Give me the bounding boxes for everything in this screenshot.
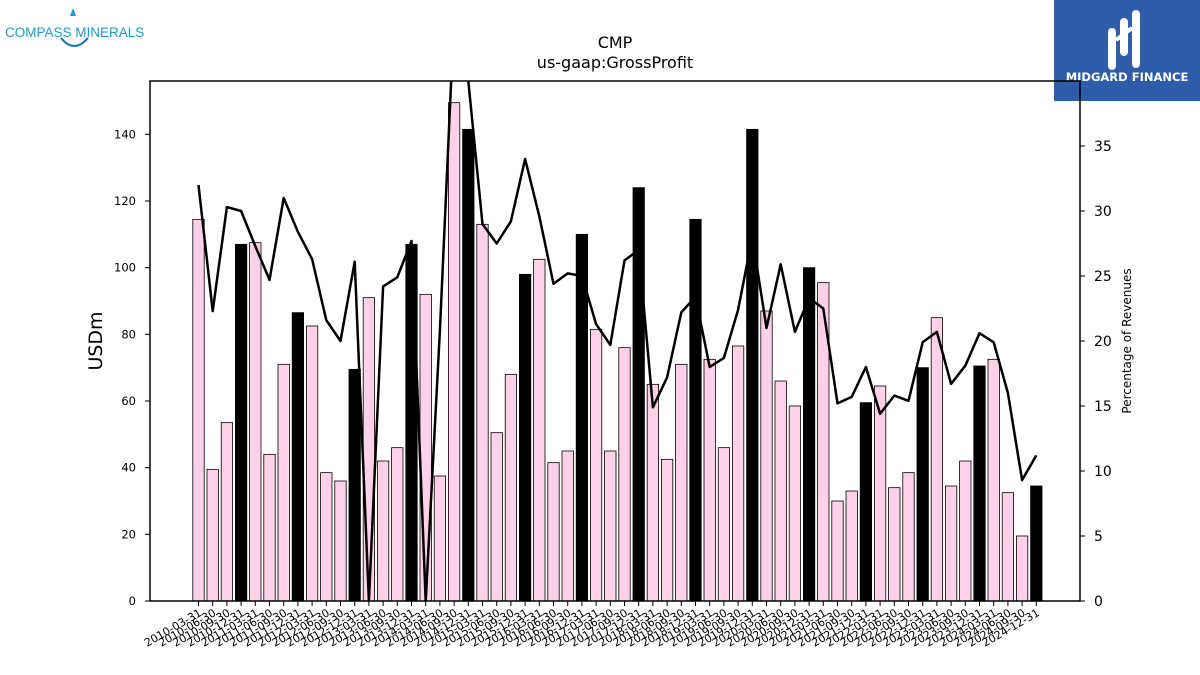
bar-quarter: [590, 328, 603, 602]
chart-title: CMP: [598, 33, 633, 52]
bar-annual: [1030, 485, 1043, 602]
bar-quarter: [959, 460, 972, 602]
bar-quarter: [277, 363, 290, 602]
bar-quarter: [732, 345, 745, 602]
percentage-line: [197, 81, 1038, 601]
chart-subtitle: us-gaap:GrossProfit: [537, 53, 693, 72]
y2-tick-label: 25: [1094, 269, 1112, 285]
bar-quarter: [646, 383, 660, 602]
midgard-finance-logo: MIDGARD FINANCE: [1054, 0, 1200, 101]
brand-right-name: MIDGARD FINANCE: [1066, 70, 1189, 84]
bar-quarter: [447, 102, 461, 602]
bar-quarter: [930, 317, 944, 602]
y-tick-label: 60: [121, 394, 136, 408]
bar-annual: [689, 218, 702, 602]
bar-quarter: [419, 293, 432, 602]
bar-quarter: [391, 447, 404, 602]
plot-frame: [149, 80, 1081, 602]
bar-annual: [859, 402, 873, 602]
y2-tick-label: 20: [1094, 334, 1112, 350]
percentage-line-group: [197, 81, 1038, 601]
bar-quarter: [774, 380, 787, 602]
bar-quarter: [831, 500, 844, 602]
bar-annual: [916, 367, 929, 602]
bar-quarter: [1001, 492, 1015, 602]
y2-tick-label: 0: [1094, 594, 1103, 610]
compass-icon: COMPASS MINERALS: [5, 8, 144, 47]
y-tick-label: 20: [121, 527, 136, 541]
bar-quarter: [788, 405, 802, 602]
y-axis-label: USDm: [85, 311, 107, 370]
bar-annual: [405, 243, 418, 602]
bar-quarter: [717, 447, 731, 602]
y2-tick-label: 30: [1094, 204, 1112, 220]
bar-quarter: [433, 475, 447, 602]
y2-tick-label: 5: [1094, 529, 1103, 545]
bar-quarter: [675, 363, 688, 602]
y-tick-label: 0: [129, 594, 136, 608]
bar-quarter: [561, 450, 574, 602]
bar-quarter: [760, 310, 773, 602]
bar-quarter: [661, 458, 674, 602]
bar-annual: [291, 312, 305, 602]
x-ticks: 2010-03-312010-06-302010-09-302010-12-31…: [142, 601, 1042, 650]
bar-quarter: [1016, 535, 1029, 602]
bar-quarter: [703, 358, 716, 602]
y2-tick-label: 15: [1094, 399, 1112, 415]
y2-tick-label: 10: [1094, 464, 1112, 480]
bar-quarter: [987, 358, 1000, 602]
bar-quarter: [604, 450, 617, 602]
brand-left-name: COMPASS MINERALS: [5, 25, 144, 40]
bar-quarter: [206, 468, 219, 602]
bar-quarter: [533, 258, 546, 602]
y2-ticks: 0 5 10 15 20 25 30 35: [1080, 139, 1112, 610]
bar-quarter: [618, 347, 631, 602]
y2-axis-label: Percentage of Revenues: [1120, 268, 1134, 413]
midgard-logo-icon: MIDGARD FINANCE: [1066, 10, 1189, 84]
bar-quarter: [192, 218, 205, 602]
bar-annual: [462, 128, 475, 602]
bar-quarter: [902, 472, 915, 602]
bar-quarter: [874, 385, 887, 602]
bar-quarter: [220, 422, 233, 602]
bar-quarter: [305, 325, 319, 602]
bar-quarter: [263, 453, 276, 602]
bar-quarter: [362, 297, 376, 602]
y-tick-label: 80: [121, 327, 136, 341]
bar-quarter: [490, 432, 503, 602]
y-tick-label: 140: [114, 127, 136, 141]
bar-annual: [973, 365, 986, 602]
y-tick-label: 100: [114, 261, 136, 275]
bar-quarter: [888, 487, 901, 602]
bars-group: [192, 102, 1043, 602]
bar-annual: [519, 273, 532, 602]
compass-minerals-logo: COMPASS MINERALS: [4, 4, 154, 54]
bar-quarter: [945, 485, 958, 602]
bar-quarter: [376, 460, 390, 602]
y2-tick-label: 35: [1094, 139, 1112, 155]
bar-quarter: [547, 462, 560, 602]
y-tick-label: 40: [121, 461, 136, 475]
y-ticks: 0 20 40 60 80 100 120 140: [114, 127, 150, 608]
bar-quarter: [845, 490, 858, 602]
bar-annual: [803, 267, 816, 602]
bar-quarter: [334, 480, 347, 602]
bar-quarter: [249, 242, 262, 602]
bar-annual: [234, 243, 248, 602]
bar-quarter: [320, 472, 333, 602]
bar-quarter: [504, 373, 518, 602]
y-tick-label: 120: [114, 194, 136, 208]
bar-annual: [348, 368, 361, 602]
bar-annual: [746, 128, 759, 602]
bar-quarter: [476, 223, 489, 602]
